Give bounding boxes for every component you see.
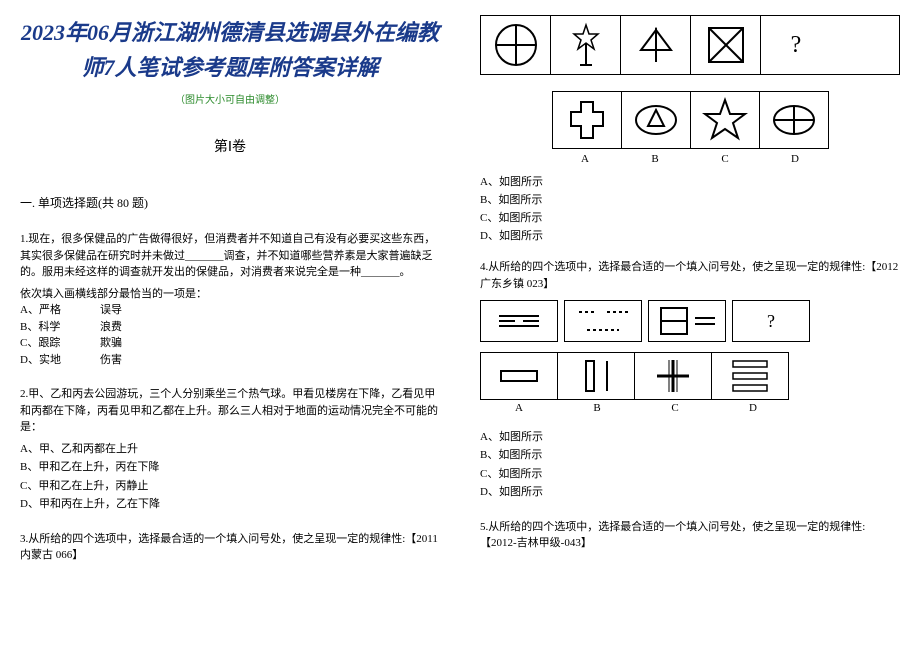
q1-opt-b1: B、科学 — [20, 319, 100, 336]
q3-opt-b: B、如图所示 — [480, 191, 900, 207]
q4-opt-d: D、如图所示 — [480, 484, 900, 501]
fig-star-stick — [551, 16, 621, 74]
q5-text: 5.从所给的四个选项中，选择最合适的一个填入问号处，使之呈现一定的规律性:【20… — [480, 519, 900, 552]
fig-cross-shape — [552, 91, 622, 149]
q1-opt-d1: D、实地 — [20, 352, 100, 369]
q3-opt-c: C、如图所示 — [480, 209, 900, 225]
question-2: 2.甲、乙和丙去公园游玩，三个人分别乘坐三个热气球。甲看见楼房在下降，乙看见甲和… — [20, 386, 440, 513]
q4-opt-cell-b — [557, 352, 635, 400]
q3-fig-row1: ? — [480, 15, 900, 75]
fig-square-x — [691, 16, 761, 74]
q3-labels: A B C D — [480, 153, 900, 165]
q4-labels: A B C D — [480, 400, 900, 417]
q1-opt-a2: 误导 — [100, 302, 122, 319]
label-b: B — [620, 153, 690, 165]
q4-row1: ? — [480, 300, 900, 342]
q1-opt-c1: C、跟踪 — [20, 335, 100, 352]
q1-options: A、严格误导 B、科学浪费 C、跟踪欺骗 D、实地伤害 — [20, 302, 440, 368]
q2-opt-a: A、甲、乙和丙都在上升 — [20, 441, 440, 458]
q2-opt-c: C、甲和乙在上升，丙静止 — [20, 478, 440, 495]
label-d: D — [760, 153, 830, 165]
q1-instruction: 依次填入画横线部分最恰当的一项是： — [20, 286, 440, 303]
fig-star5 — [690, 91, 760, 149]
q4-label-c: C — [636, 400, 714, 417]
fig-circle-plus — [481, 16, 551, 74]
fig-question-mark: ? — [761, 16, 831, 74]
q4-options: A、如图所示 B、如图所示 C、如图所示 D、如图所示 — [480, 429, 900, 501]
section-header: 一. 单项选择题(共 80 题) — [20, 194, 440, 211]
q4-text: 4.从所给的四个选项中，选择最合适的一个填入问号处，使之呈现一定的规律性:【20… — [480, 259, 900, 292]
exam-title-2: 师7人笔试参考题库附答案详解 — [20, 50, 440, 85]
q4-label-d: D — [714, 400, 792, 417]
fig-triangles — [621, 16, 691, 74]
q4-cell-2 — [564, 300, 642, 342]
q1-opt-d2: 伤害 — [100, 352, 122, 369]
question-3: 3.从所给的四个选项中，选择最合适的一个填入问号处，使之呈现一定的规律性:【20… — [20, 531, 440, 564]
question-1: 1.现在，很多保健品的广告做得很好，但消费者并不知道自己有没有必要买这些东西，其… — [20, 231, 440, 368]
label-a: A — [550, 153, 620, 165]
q1-opt-c2: 欺骗 — [100, 335, 122, 352]
q4-label-a: A — [480, 400, 558, 417]
q4-opt-b: B、如图所示 — [480, 447, 900, 464]
left-column: 2023年06月浙江湖州德清县选调县外在编教 师7人笔试参考题库附答案详解 （图… — [0, 0, 460, 651]
q3-text: 3.从所给的四个选项中，选择最合适的一个填入问号处，使之呈现一定的规律性:【20… — [20, 531, 440, 564]
q4-opt-cell-c — [634, 352, 712, 400]
q2-opt-b: B、甲和乙在上升，丙在下降 — [20, 459, 440, 476]
q4-cell-3 — [648, 300, 726, 342]
q4-row2 — [480, 352, 900, 400]
q2-options: A、甲、乙和丙都在上升 B、甲和乙在上升，丙在下降 C、甲和乙在上升，丙静止 D… — [20, 441, 440, 513]
question-4: 4.从所给的四个选项中，选择最合适的一个填入问号处，使之呈现一定的规律性:【20… — [480, 259, 900, 501]
q4-cell-4: ? — [732, 300, 810, 342]
q4-opt-a: A、如图所示 — [480, 429, 900, 446]
q2-opt-d: D、甲和丙在上升，乙在下降 — [20, 496, 440, 513]
q2-text: 2.甲、乙和丙去公园游玩，三个人分别乘坐三个热气球。甲看见楼房在下降，乙看见甲和… — [20, 386, 440, 436]
exam-title-1: 2023年06月浙江湖州德清县选调县外在编教 — [20, 15, 440, 50]
exam-subtitle: （图片大小可自由调整） — [20, 91, 440, 106]
volume-label: 第Ⅰ卷 — [20, 136, 440, 156]
q3-fig-row2 — [480, 91, 900, 149]
fig-ellipse-triangle — [621, 91, 691, 149]
q4-opt-cell-d — [711, 352, 789, 400]
right-column: ? A B C D A、如图所示 B、如图所示 C、如图所 — [460, 0, 920, 651]
q4-label-b: B — [558, 400, 636, 417]
q4-opt-c: C、如图所示 — [480, 466, 900, 483]
label-c: C — [690, 153, 760, 165]
q3-figures: ? A B C D — [480, 15, 900, 165]
q4-cell-1 — [480, 300, 558, 342]
q3-opt-a: A、如图所示 — [480, 173, 900, 189]
q1-opt-a1: A、严格 — [20, 302, 100, 319]
q4-figures: ? A — [480, 300, 900, 417]
fig-ellipse-cross — [759, 91, 829, 149]
q4-opt-cell-a — [480, 352, 558, 400]
q1-text: 1.现在，很多保健品的广告做得很好，但消费者并不知道自己有没有必要买这些东西，其… — [20, 231, 440, 281]
q1-opt-b2: 浪费 — [100, 319, 122, 336]
question-5: 5.从所给的四个选项中，选择最合适的一个填入问号处，使之呈现一定的规律性:【20… — [480, 519, 900, 552]
q3-opt-d: D、如图所示 — [480, 227, 900, 243]
q3-options: A、如图所示 B、如图所示 C、如图所示 D、如图所示 — [480, 173, 900, 243]
